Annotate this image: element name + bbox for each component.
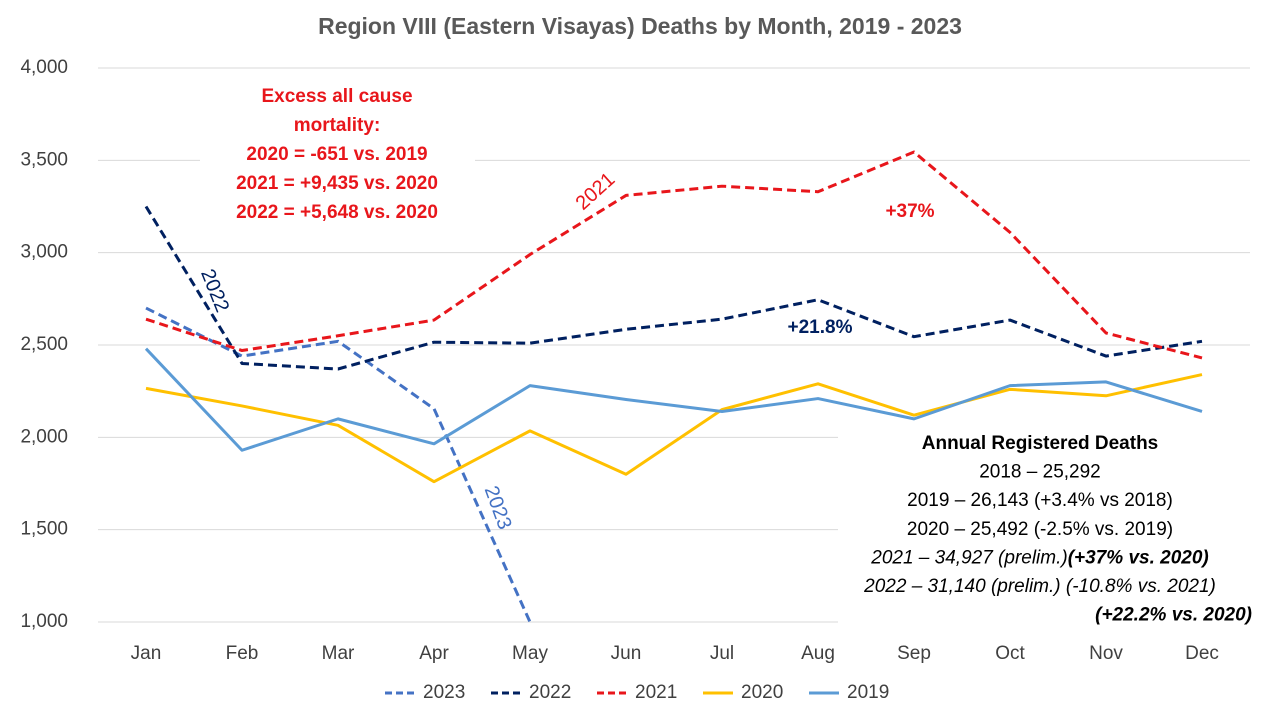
x-tick-label: Jun [611, 643, 642, 664]
excess-note-line: 2022 = +5,648 vs. 2020 [236, 202, 438, 223]
annual-line: 2019 – 26,143 (+3.4% vs 2018) [907, 490, 1173, 511]
y-tick-label: 1,500 [20, 519, 68, 540]
annual-segment: 2019 – 26,143 (+3.4% vs 2018) [907, 490, 1173, 511]
x-tick-label: Jan [131, 643, 162, 664]
annual-segment: 2020 – 25,492 (-2.5% vs. 2019) [907, 519, 1173, 540]
annual-segment: 2018 – 25,292 [979, 462, 1101, 483]
annual-line: Annual Registered Deaths [922, 433, 1159, 454]
annual-segment: (+37% vs. 2020) [1068, 547, 1209, 568]
x-tick-label: Apr [419, 643, 449, 664]
excess-note-line: Excess all cause [261, 86, 412, 107]
legend-label: 2023 [423, 682, 465, 703]
series-line [144, 347, 1203, 452]
annual-line: (+22.2% vs. 2020) [1095, 605, 1252, 626]
note-backing [200, 82, 475, 227]
y-tick-label: 1,000 [20, 611, 68, 632]
x-tick-label: Mar [322, 643, 355, 664]
legend-label: 2021 [635, 682, 677, 703]
annual-segment: (+22.2% vs. 2020) [1095, 605, 1252, 626]
annual-segment: Annual Registered Deaths [922, 433, 1159, 454]
series-line [145, 306, 532, 623]
annual-segment: 2021 – 34,927 (prelim.) [870, 547, 1067, 568]
excess-note-line: mortality: [294, 115, 381, 136]
y-tick-label: 2,000 [20, 426, 68, 447]
excess-note-line: 2020 = -651 vs. 2019 [246, 144, 427, 165]
x-tick-label: Dec [1185, 643, 1219, 664]
chart-title: Region VIII (Eastern Visayas) Deaths by … [318, 13, 962, 39]
y-tick-label: 3,000 [20, 242, 68, 263]
x-tick-label: Oct [995, 643, 1025, 664]
x-tick-label: May [512, 643, 548, 664]
excess-note-line: 2021 = +9,435 vs. 2020 [236, 173, 438, 194]
x-tick-label: Aug [801, 643, 835, 664]
annual-segment: 2022 – 31,140 (prelim.) (-10.8% vs. 2021… [863, 576, 1216, 597]
legend-label: 2022 [529, 682, 571, 703]
annual-line: 2021 – 34,927 (prelim.)(+37% vs. 2020) [870, 547, 1208, 568]
x-tick-label: Nov [1089, 643, 1123, 664]
annual-line: 2020 – 25,492 (-2.5% vs. 2019) [907, 519, 1173, 540]
annual-line: 2022 – 31,140 (prelim.) (-10.8% vs. 2021… [863, 576, 1216, 597]
y-tick-label: 3,500 [20, 149, 68, 170]
x-tick-label: Feb [226, 643, 259, 664]
annotation: +21.8% [788, 317, 853, 338]
note-backing [838, 427, 1262, 632]
annotation: +37% [885, 201, 934, 222]
y-tick-label: 2,500 [20, 334, 68, 355]
series-line [145, 150, 1203, 360]
series-line [145, 373, 1203, 484]
x-tick-label: Sep [897, 643, 931, 664]
series-line [144, 205, 1203, 371]
annual-line: 2018 – 25,292 [979, 462, 1101, 483]
x-tick-label: Jul [710, 643, 734, 664]
y-tick-label: 4,000 [20, 57, 68, 78]
legend-label: 2019 [847, 682, 889, 703]
legend-label: 2020 [741, 682, 783, 703]
